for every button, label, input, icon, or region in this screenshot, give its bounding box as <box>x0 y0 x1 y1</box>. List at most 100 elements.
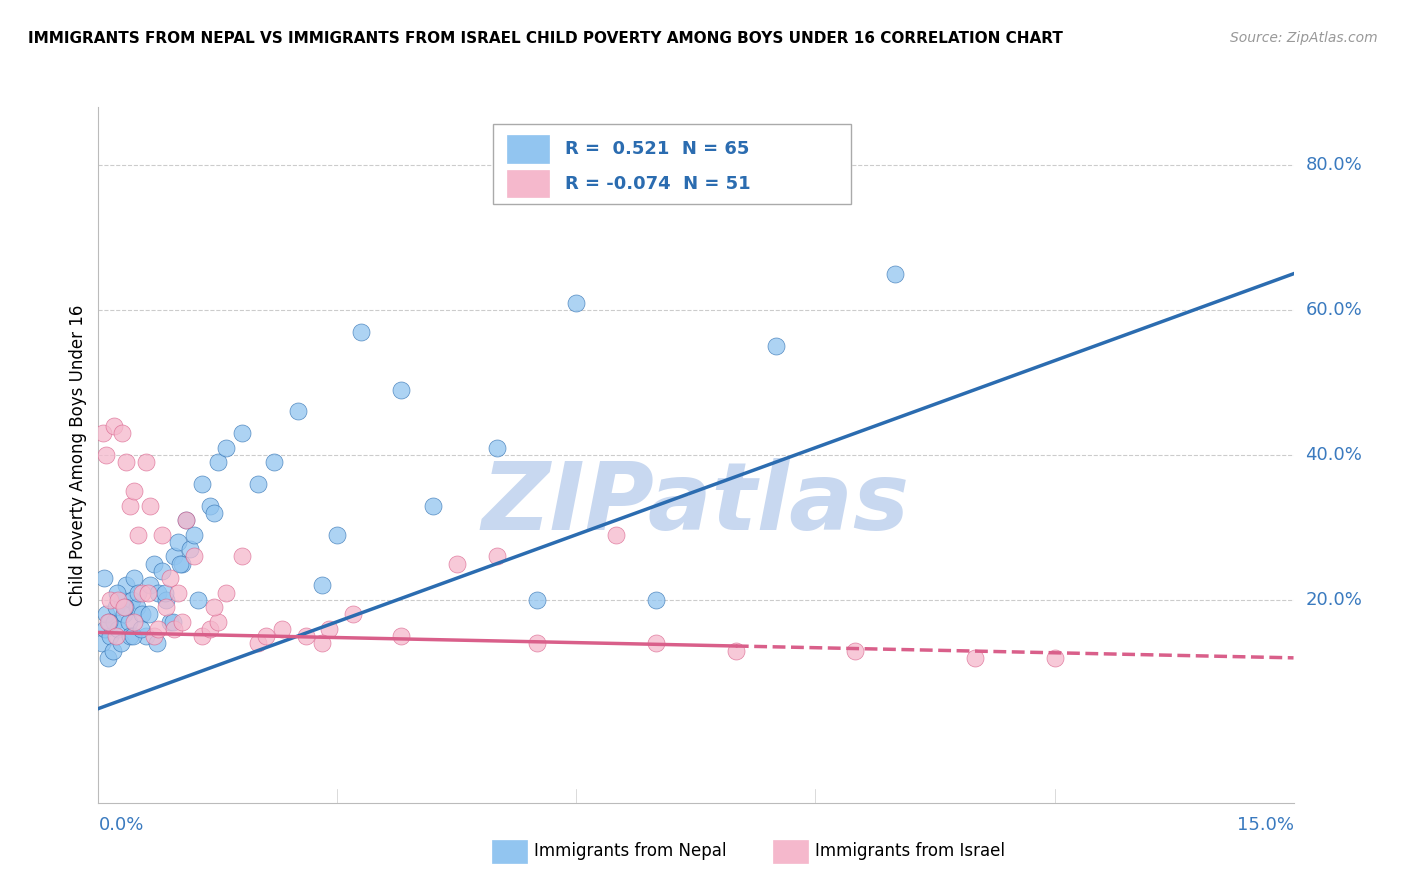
Point <box>183 527 205 541</box>
Point <box>136 585 159 599</box>
Text: 60.0%: 60.0% <box>1305 301 1362 319</box>
Point <box>167 585 190 599</box>
Y-axis label: Child Poverty Among Boys Under 16: Child Poverty Among Boys Under 16 <box>69 304 87 606</box>
FancyBboxPatch shape <box>508 135 548 162</box>
Point <box>155 592 177 607</box>
Point <box>342 607 364 622</box>
Point <box>94 622 117 636</box>
Point <box>97 651 120 665</box>
Point <box>115 578 138 592</box>
Point <box>131 585 153 599</box>
Point <box>207 455 229 469</box>
Point <box>124 571 146 585</box>
Point <box>844 643 866 657</box>
Point <box>605 527 627 541</box>
Point <box>103 615 125 629</box>
Point <box>246 476 269 491</box>
Point <box>139 578 162 592</box>
Point <box>127 585 149 599</box>
Point <box>159 615 181 629</box>
Text: Source: ZipAtlas.com: Source: ZipAtlas.com <box>1230 31 1378 45</box>
Point <box>127 527 149 541</box>
Point <box>198 622 221 636</box>
Point <box>148 585 170 599</box>
Point <box>207 615 229 629</box>
Point <box>389 383 412 397</box>
Point <box>112 600 135 615</box>
Point <box>645 636 668 650</box>
Point <box>311 636 333 650</box>
Point <box>526 592 548 607</box>
Point <box>167 534 190 549</box>
Point <box>287 404 309 418</box>
Point <box>565 295 588 310</box>
Point <box>138 607 160 622</box>
Text: 15.0%: 15.0% <box>1236 816 1294 834</box>
FancyBboxPatch shape <box>508 169 548 197</box>
Point <box>135 629 157 643</box>
Point <box>174 513 197 527</box>
Point <box>187 592 209 607</box>
Point <box>326 527 349 541</box>
Point <box>98 592 122 607</box>
Point <box>110 636 132 650</box>
Point <box>231 549 253 564</box>
Point <box>215 441 238 455</box>
Point <box>159 571 181 585</box>
Point <box>125 600 148 615</box>
Point <box>91 426 114 441</box>
Point <box>172 557 194 571</box>
Point <box>270 622 292 636</box>
Point <box>526 636 548 650</box>
Point <box>294 629 316 643</box>
Point <box>101 643 124 657</box>
Point <box>118 615 141 629</box>
Point <box>169 557 191 571</box>
Point <box>148 622 170 636</box>
Point <box>96 607 118 622</box>
Point <box>131 607 153 622</box>
Point <box>104 629 127 643</box>
Point <box>446 557 468 571</box>
Point <box>172 615 194 629</box>
Point <box>107 592 129 607</box>
Point <box>263 455 285 469</box>
Point <box>179 542 201 557</box>
Point <box>163 549 186 564</box>
Text: ZIPatlas: ZIPatlas <box>482 458 910 549</box>
Point <box>104 600 127 615</box>
Point <box>111 426 134 441</box>
Point <box>97 615 120 629</box>
Point <box>485 549 508 564</box>
Point <box>114 600 136 615</box>
Point <box>1043 651 1066 665</box>
Point <box>143 629 166 643</box>
Text: 20.0%: 20.0% <box>1305 591 1362 609</box>
Point <box>422 499 444 513</box>
Point <box>150 527 173 541</box>
Point <box>91 636 114 650</box>
Text: Immigrants from Nepal: Immigrants from Nepal <box>534 842 727 860</box>
Point <box>254 629 277 643</box>
Point <box>202 506 225 520</box>
Point <box>153 585 176 599</box>
Point <box>318 622 340 636</box>
Point <box>198 499 221 513</box>
Point <box>183 549 205 564</box>
Text: R =  0.521  N = 65: R = 0.521 N = 65 <box>565 140 749 158</box>
Point <box>145 636 167 650</box>
Point <box>311 578 333 592</box>
Point <box>105 585 128 599</box>
Point <box>202 600 225 615</box>
Text: IMMIGRANTS FROM NEPAL VS IMMIGRANTS FROM ISRAEL CHILD POVERTY AMONG BOYS UNDER 1: IMMIGRANTS FROM NEPAL VS IMMIGRANTS FROM… <box>28 31 1063 46</box>
Point <box>93 571 115 585</box>
Point <box>121 629 143 643</box>
Text: R = -0.074  N = 51: R = -0.074 N = 51 <box>565 175 751 193</box>
Text: 40.0%: 40.0% <box>1305 446 1362 464</box>
Point <box>139 499 162 513</box>
Point <box>645 592 668 607</box>
Point <box>107 622 129 636</box>
Point <box>765 339 787 353</box>
Point <box>143 557 166 571</box>
Point <box>724 643 747 657</box>
